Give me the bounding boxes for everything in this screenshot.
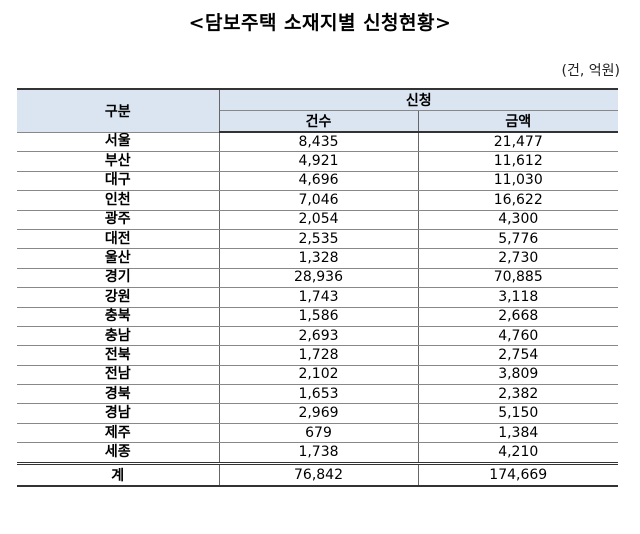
table-row: 충북 1,586 2,668 [17, 306, 619, 327]
region-cell: 전남 [17, 364, 220, 386]
amount-cell: 11,030 [417, 170, 619, 192]
region-cell: 세종 [17, 442, 220, 464]
count-cell: 679 [218, 422, 419, 444]
count-cell: 1,328 [218, 248, 419, 269]
count-cell: 4,696 [218, 170, 419, 192]
header-category: 구분 [17, 88, 220, 133]
amount-cell: 3,809 [417, 364, 619, 386]
count-cell: 1,586 [218, 306, 419, 327]
region-cell: 충남 [17, 325, 220, 347]
amount-cell: 21,477 [417, 131, 619, 153]
count-cell: 1,728 [218, 345, 419, 366]
region-cell: 대구 [17, 170, 220, 192]
table-body: 서울 8,435 21,477 부산 4,921 11,612 대구 4,696 11,030 인… [17, 131, 619, 464]
region-cell: 광주 [17, 209, 220, 230]
count-cell: 28,936 [218, 267, 419, 289]
region-cell: 제주 [17, 422, 220, 444]
document-title: <담보주택 소재지별 신청현황> [188, 12, 452, 34]
amount-cell: 2,730 [417, 248, 619, 269]
table-row: 경남 2,969 5,150 [17, 403, 619, 424]
table-row: 인천 7,046 16,622 [17, 190, 619, 211]
region-cell: 서울 [17, 131, 220, 153]
region-cell: 울산 [17, 248, 220, 269]
table-row: 강원 1,743 3,118 [17, 287, 619, 308]
amount-cell: 2,382 [417, 384, 619, 405]
region-cell: 경남 [17, 403, 220, 424]
table-row: 부산 4,921 11,612 [17, 151, 619, 172]
count-cell: 2,693 [218, 325, 419, 347]
amount-cell: 70,885 [417, 267, 619, 289]
amount-cell: 4,210 [417, 442, 619, 464]
total-row: 계 76,842 174,669 [17, 461, 619, 487]
amount-cell: 3,118 [417, 287, 619, 308]
region-cell: 충북 [17, 306, 220, 327]
table-row: 광주 2,054 4,300 [17, 209, 619, 230]
count-cell: 1,738 [218, 442, 419, 464]
table-row: 대전 2,535 5,776 [17, 228, 619, 250]
count-cell: 4,921 [218, 151, 419, 172]
amount-cell: 11,612 [417, 151, 619, 172]
count-cell: 7,046 [218, 190, 419, 211]
table-row: 제주 679 1,384 [17, 422, 619, 444]
count-cell: 8,435 [218, 131, 419, 153]
region-cell: 경북 [17, 384, 220, 405]
total-label: 계 [17, 461, 220, 487]
count-cell: 1,743 [218, 287, 419, 308]
region-cell: 강원 [17, 287, 220, 308]
table-row: 경북 1,653 2,382 [17, 384, 619, 405]
amount-cell: 2,754 [417, 345, 619, 366]
table-row: 전남 2,102 3,809 [17, 364, 619, 386]
count-cell: 2,535 [218, 228, 419, 250]
amount-cell: 4,300 [417, 209, 619, 230]
amount-cell: 1,384 [417, 422, 619, 444]
region-cell: 대전 [17, 228, 220, 250]
total-amount: 174,669 [417, 461, 619, 487]
table-row: 전북 1,728 2,754 [17, 345, 619, 366]
application-status-table: 구분 신청 건수 금액 서울 8,435 21,477 부산 4,921 11,612 대구… [17, 88, 619, 487]
table-row: 충남 2,693 4,760 [17, 325, 619, 347]
table-row: 대구 4,696 11,030 [17, 170, 619, 192]
header-count: 건수 [219, 110, 419, 133]
amount-cell: 2,668 [417, 306, 619, 327]
total-count: 76,842 [218, 461, 419, 487]
amount-cell: 5,150 [417, 403, 619, 424]
count-cell: 1,653 [218, 384, 419, 405]
amount-cell: 5,776 [417, 228, 619, 250]
table-row: 세종 1,738 4,210 [17, 442, 619, 464]
count-cell: 2,054 [218, 209, 419, 230]
table-row: 울산 1,328 2,730 [17, 248, 619, 269]
region-cell: 인천 [17, 190, 220, 211]
unit-label: (건, 억원) [561, 63, 620, 79]
table-row: 서울 8,435 21,477 [17, 131, 619, 153]
header-amount: 금액 [417, 110, 619, 133]
count-cell: 2,969 [218, 403, 419, 424]
region-cell: 전북 [17, 345, 220, 366]
table-row: 경기 28,936 70,885 [17, 267, 619, 289]
header-application-group: 신청 [218, 88, 619, 111]
region-cell: 경기 [17, 267, 220, 289]
amount-cell: 4,760 [417, 325, 619, 347]
region-cell: 부산 [17, 151, 220, 172]
amount-cell: 16,622 [417, 190, 619, 211]
count-cell: 2,102 [218, 364, 419, 386]
